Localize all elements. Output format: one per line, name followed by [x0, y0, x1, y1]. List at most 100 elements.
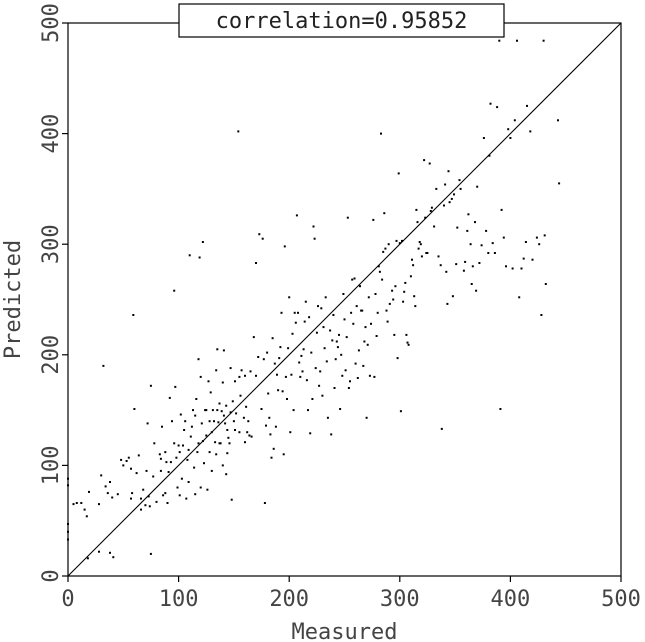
data-point: [262, 358, 265, 361]
data-point: [305, 379, 308, 382]
data-point: [448, 201, 451, 204]
data-point: [372, 218, 375, 221]
data-point: [397, 172, 400, 175]
data-point: [194, 414, 197, 417]
data-point: [489, 102, 492, 105]
data-point: [67, 523, 69, 525]
data-point: [109, 551, 111, 554]
data-point: [281, 390, 284, 393]
data-point: [149, 384, 152, 387]
data-point: [335, 340, 338, 343]
data-point: [144, 504, 147, 507]
data-point: [381, 278, 384, 281]
data-point: [343, 318, 346, 321]
data-point: [247, 420, 250, 423]
data-point: [132, 314, 135, 316]
data-point: [394, 285, 397, 288]
data-point: [325, 360, 328, 363]
y-tick-label: 400: [39, 114, 64, 154]
data-point: [180, 477, 183, 480]
x-tick-label: 0: [61, 587, 74, 612]
data-point: [557, 119, 559, 122]
data-point: [374, 293, 377, 295]
data-point: [266, 351, 269, 354]
data-point: [558, 182, 561, 185]
data-point: [349, 380, 351, 383]
data-point: [480, 244, 483, 247]
data-point: [222, 414, 225, 417]
data-point: [540, 314, 543, 316]
data-point: [444, 183, 447, 186]
data-point: [445, 270, 448, 273]
data-point: [244, 441, 246, 444]
data-point: [324, 296, 327, 299]
data-point: [476, 185, 479, 188]
data-point: [458, 179, 461, 182]
data-point: [338, 333, 340, 336]
data-point: [255, 262, 257, 264]
data-point: [265, 424, 267, 427]
data-point: [169, 461, 172, 464]
data-point: [195, 398, 198, 400]
data-point: [482, 137, 485, 139]
data-point: [269, 433, 272, 436]
data-point: [205, 434, 208, 437]
data-point: [447, 170, 450, 173]
data-point: [67, 530, 69, 533]
data-point: [208, 420, 211, 423]
data-point: [250, 435, 253, 438]
data-point: [524, 241, 527, 243]
data-point: [210, 469, 213, 472]
x-tick-label: 200: [269, 587, 309, 612]
data-point: [104, 485, 107, 488]
data-point: [148, 505, 151, 508]
y-tick-label: 0: [39, 569, 64, 582]
data-point: [111, 496, 114, 499]
data-point: [443, 204, 445, 207]
data-point: [370, 322, 372, 325]
data-point: [228, 442, 231, 445]
data-point: [201, 241, 204, 243]
data-point: [280, 311, 283, 314]
data-point: [98, 503, 100, 506]
data-point: [354, 362, 357, 365]
data-point: [386, 320, 389, 323]
data-point: [420, 255, 423, 258]
data-point: [159, 457, 162, 460]
data-point: [507, 128, 510, 131]
data-point: [317, 305, 319, 308]
title-box: [178, 3, 505, 38]
data-point: [86, 557, 89, 560]
data-points: [67, 39, 561, 560]
data-point: [542, 39, 545, 42]
data-point: [300, 354, 303, 357]
data-point: [352, 322, 355, 325]
data-point: [330, 433, 333, 436]
data-point: [272, 447, 275, 450]
data-point: [318, 384, 321, 387]
data-point: [286, 398, 288, 400]
data-point: [470, 283, 473, 285]
data-point: [513, 119, 516, 122]
data-point: [518, 296, 521, 299]
data-point: [411, 258, 413, 261]
data-point: [173, 442, 176, 445]
data-point: [355, 305, 358, 308]
y-tick-label: 500: [39, 3, 64, 43]
data-point: [234, 380, 236, 383]
data-point: [419, 243, 422, 246]
data-point: [418, 241, 421, 243]
data-point: [345, 336, 348, 339]
data-point: [237, 130, 240, 133]
data-point: [499, 408, 502, 410]
data-point: [361, 309, 364, 312]
x-tick-label: 100: [159, 587, 199, 612]
x-tick-label: 400: [491, 587, 531, 612]
data-point: [201, 440, 204, 443]
data-point: [509, 137, 512, 139]
data-point: [392, 298, 395, 301]
data-point: [182, 444, 184, 447]
data-point: [197, 442, 200, 445]
data-point: [277, 389, 280, 392]
data-point: [320, 307, 323, 310]
